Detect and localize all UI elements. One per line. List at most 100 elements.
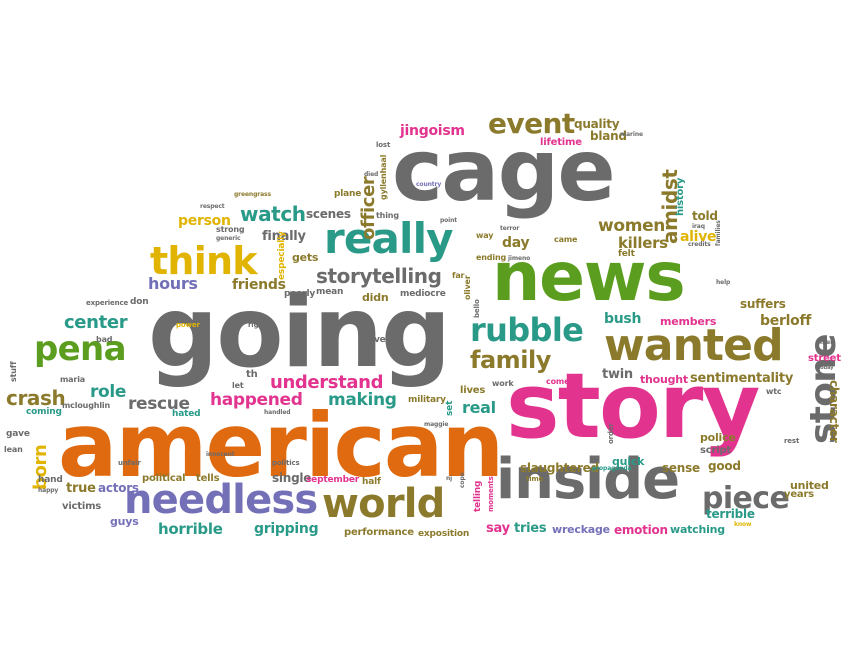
word-terrible: terrible xyxy=(706,507,755,521)
word-cage: cage xyxy=(392,121,616,221)
word-oliver: oliver xyxy=(463,275,472,300)
word-scenes: scenes xyxy=(306,207,351,221)
word-politics: politics xyxy=(272,459,300,467)
word-come: come xyxy=(546,377,570,386)
word-exposition: exposition xyxy=(418,529,470,539)
word-respect: respect xyxy=(200,203,225,210)
word-character: character xyxy=(827,380,841,443)
word-handled: handled xyxy=(264,409,291,416)
word-don: don xyxy=(130,297,149,307)
word-moments: moments xyxy=(487,476,495,512)
word-script: script xyxy=(700,445,731,456)
word-gyllenhaal: gyllenhaal xyxy=(379,154,388,200)
word-military: military xyxy=(408,395,446,405)
word-inside: inside xyxy=(496,447,680,512)
word-story: story xyxy=(506,354,760,459)
word-felt: felt xyxy=(618,249,635,259)
word-tells: tells xyxy=(196,473,220,484)
word-thought: thought xyxy=(640,373,688,386)
word-american: american xyxy=(58,394,504,497)
word-told: told xyxy=(692,209,718,223)
word-role: role xyxy=(90,382,127,402)
word-came: came xyxy=(554,235,578,244)
word-maggie: maggie xyxy=(424,421,449,428)
word-far: far xyxy=(452,271,465,280)
word-guys: guys xyxy=(110,515,139,528)
word-berloff: berloff xyxy=(760,313,812,329)
word-women: women xyxy=(598,216,666,236)
word-ending: ending xyxy=(476,253,507,262)
word-rescue: rescue xyxy=(128,394,190,414)
word-watch: watch xyxy=(240,202,306,226)
word-members: members xyxy=(660,315,717,328)
word-families: families xyxy=(715,220,722,246)
word-single: single xyxy=(272,471,312,485)
word-rest: rest xyxy=(784,437,800,445)
word-storytelling: storytelling xyxy=(316,264,442,288)
word-mcloughlin: mcloughlin xyxy=(62,401,111,410)
word-poorly: poorly xyxy=(284,289,316,299)
word-making: making xyxy=(328,390,397,410)
word-piece: piece xyxy=(702,481,790,516)
word-pena: pena xyxy=(34,329,127,369)
word-didn: didn xyxy=(362,291,389,304)
word-quick: quick xyxy=(612,455,645,468)
word-sense: sense xyxy=(662,461,700,475)
word-propaganda: propaganda xyxy=(592,465,632,472)
word-terror: terror xyxy=(500,225,520,232)
word-event: event xyxy=(488,107,575,140)
word-right: right xyxy=(248,321,267,329)
word-years: years xyxy=(784,489,814,500)
word-day: day xyxy=(502,235,530,251)
word-hand: hand xyxy=(38,475,63,485)
word-cope: cope xyxy=(459,472,466,488)
word-iraq: iraq xyxy=(692,223,705,230)
word-actors: actors xyxy=(98,481,139,495)
word-time: time xyxy=(526,475,544,483)
word-country: country xyxy=(416,181,442,188)
word-gets: gets xyxy=(292,251,319,264)
word-innocent: innocent xyxy=(206,451,235,458)
word-gripping: gripping xyxy=(254,521,319,537)
word-marine: marine xyxy=(620,131,643,138)
word-credits: credits xyxy=(688,241,711,248)
word-political: political xyxy=(142,473,186,484)
word-telling: telling xyxy=(473,480,483,512)
word-stuff: stuff xyxy=(9,361,18,382)
word-crash: crash xyxy=(6,386,66,410)
word-quality: quality xyxy=(574,117,620,131)
word-generic: generic xyxy=(216,235,241,242)
word-good: good xyxy=(708,459,741,473)
word-especially: especially xyxy=(277,231,287,280)
word-help: help xyxy=(716,279,731,286)
word-lean: lean xyxy=(4,445,23,454)
word-order: order xyxy=(607,423,615,444)
word-half: half xyxy=(362,477,381,487)
word-plane: plane xyxy=(334,189,362,199)
word-way: way xyxy=(476,231,494,240)
word-nj: nj xyxy=(446,475,453,482)
word-lifetime: lifetime xyxy=(540,137,582,148)
word-wreckage: wreckage xyxy=(552,523,610,536)
word-real: real xyxy=(462,398,496,417)
word-rubble: rubble xyxy=(470,311,584,349)
word-officer: officer xyxy=(358,176,379,240)
word-gave: gave xyxy=(6,429,30,439)
word-history: history xyxy=(675,177,686,216)
word-bad: bad xyxy=(96,335,113,344)
word-happy: happy xyxy=(38,487,59,494)
word-hours: hours xyxy=(148,274,198,293)
word-really: really xyxy=(324,214,454,263)
word-killers: killers xyxy=(618,234,668,252)
word-hated: hated xyxy=(172,409,201,419)
word-experience: experience xyxy=(86,299,129,307)
word-united: united xyxy=(790,479,829,492)
word-friends: friends xyxy=(232,277,286,293)
word-street: street xyxy=(808,353,841,364)
word-understand: understand xyxy=(270,372,384,393)
word-true: true xyxy=(66,481,96,496)
word-ve: ve xyxy=(374,335,386,345)
word-tries: tries xyxy=(514,521,547,536)
word-world: world xyxy=(322,481,445,527)
